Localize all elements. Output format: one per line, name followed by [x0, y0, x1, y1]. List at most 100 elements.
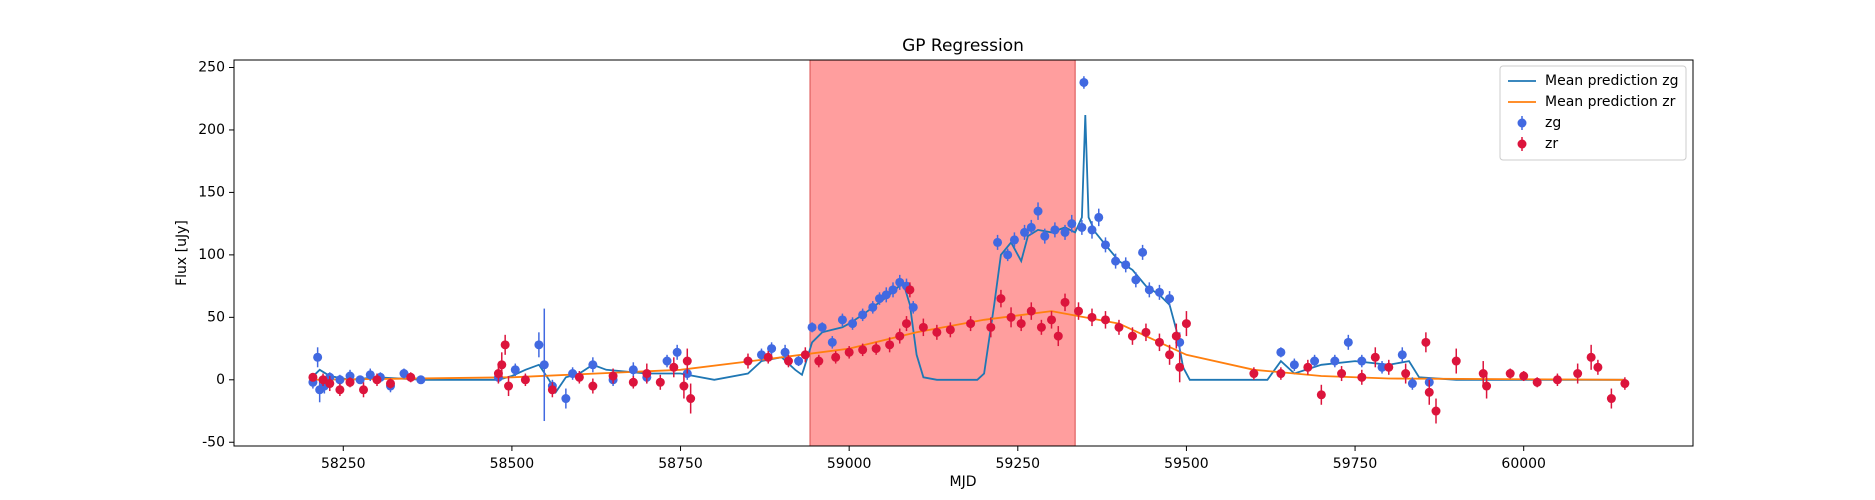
data-point — [1401, 369, 1411, 379]
data-point — [493, 369, 503, 379]
y-axis-label: Flux [uJy] — [174, 220, 190, 286]
data-point — [1357, 372, 1367, 382]
chart-title: GP Regression — [902, 36, 1024, 56]
data-point — [406, 372, 416, 382]
mean-line — [308, 114, 1625, 395]
y-tick-label: 250 — [198, 59, 225, 75]
data-point — [1154, 337, 1164, 347]
data-point — [385, 379, 395, 389]
data-point — [814, 356, 824, 366]
data-point — [1573, 369, 1583, 379]
data-point — [1343, 337, 1353, 347]
data-point — [682, 356, 692, 366]
data-point — [588, 360, 598, 370]
data-point — [1310, 356, 1320, 366]
data-point — [318, 375, 328, 385]
data-point — [837, 315, 847, 325]
data-point — [1384, 362, 1394, 372]
data-point — [1016, 319, 1026, 329]
data-point — [372, 375, 382, 385]
data-point — [679, 381, 689, 391]
data-point — [1009, 235, 1019, 245]
legend-label: zr — [1545, 136, 1558, 152]
data-point — [858, 345, 868, 355]
data-point — [848, 319, 858, 329]
data-point — [655, 377, 665, 387]
data-point — [1451, 356, 1461, 366]
data-point — [335, 385, 345, 395]
data-point — [1181, 319, 1191, 329]
data-point — [1100, 240, 1110, 250]
data-point — [1337, 369, 1347, 379]
data-point — [1141, 327, 1151, 337]
x-tick-label: 58250 — [321, 456, 366, 472]
data-point — [1100, 315, 1110, 325]
data-point — [1377, 362, 1387, 372]
data-point — [642, 369, 652, 379]
data-point — [817, 322, 827, 332]
data-point — [858, 310, 868, 320]
data-point — [1144, 285, 1154, 295]
data-point — [1026, 222, 1036, 232]
x-tick-label: 58500 — [490, 456, 535, 472]
legend-label: zg — [1545, 115, 1561, 131]
data-point — [628, 365, 638, 375]
data-point — [1006, 312, 1016, 322]
data-point — [1276, 369, 1286, 379]
data-point — [881, 290, 891, 300]
data-point — [1620, 379, 1630, 389]
axes-frame — [233, 59, 1694, 447]
data-point — [359, 385, 369, 395]
data-point — [945, 325, 955, 335]
data-point — [895, 277, 905, 287]
data-point — [672, 347, 682, 357]
data-point — [1047, 315, 1057, 325]
data-point — [1424, 387, 1434, 397]
data-point — [993, 237, 1003, 247]
data-point — [1532, 377, 1542, 387]
data-point — [1131, 275, 1141, 285]
data-point — [500, 340, 510, 350]
data-point — [1114, 322, 1124, 332]
x-tick-label: 60000 — [1501, 456, 1546, 472]
data-point — [996, 294, 1006, 304]
plot-area — [308, 60, 1630, 446]
y-tick-label: 50 — [207, 309, 225, 325]
data-point — [520, 375, 530, 385]
data-point — [1316, 390, 1326, 400]
legend-marker — [1517, 118, 1527, 128]
data-point — [756, 350, 766, 360]
data-point — [908, 302, 918, 312]
data-point — [1154, 287, 1164, 297]
data-point — [902, 319, 912, 329]
data-point — [767, 344, 777, 354]
data-point — [1165, 294, 1175, 304]
x-tick-label: 59000 — [827, 456, 872, 472]
legend-marker — [1517, 139, 1527, 149]
data-point — [1067, 219, 1077, 229]
data-point — [780, 347, 790, 357]
data-point — [355, 375, 365, 385]
data-point — [574, 372, 584, 382]
data-point — [1003, 250, 1013, 260]
data-point — [905, 285, 915, 295]
data-point — [966, 319, 976, 329]
x-tick-label: 59750 — [1333, 456, 1378, 472]
data-point — [800, 350, 810, 360]
data-point — [1505, 369, 1515, 379]
data-point — [399, 369, 409, 379]
data-point — [308, 372, 318, 382]
data-point — [918, 322, 928, 332]
data-point — [1165, 350, 1175, 360]
data-point — [1171, 331, 1181, 341]
legend-box — [1499, 65, 1687, 161]
y-tick-label: 150 — [198, 184, 225, 200]
data-point — [1175, 362, 1185, 372]
data-point — [794, 356, 804, 366]
data-point — [1519, 371, 1529, 381]
data-point — [1593, 362, 1603, 372]
data-point — [416, 375, 426, 385]
data-point — [1040, 231, 1050, 241]
data-point — [1060, 227, 1070, 237]
data-point — [568, 369, 578, 379]
